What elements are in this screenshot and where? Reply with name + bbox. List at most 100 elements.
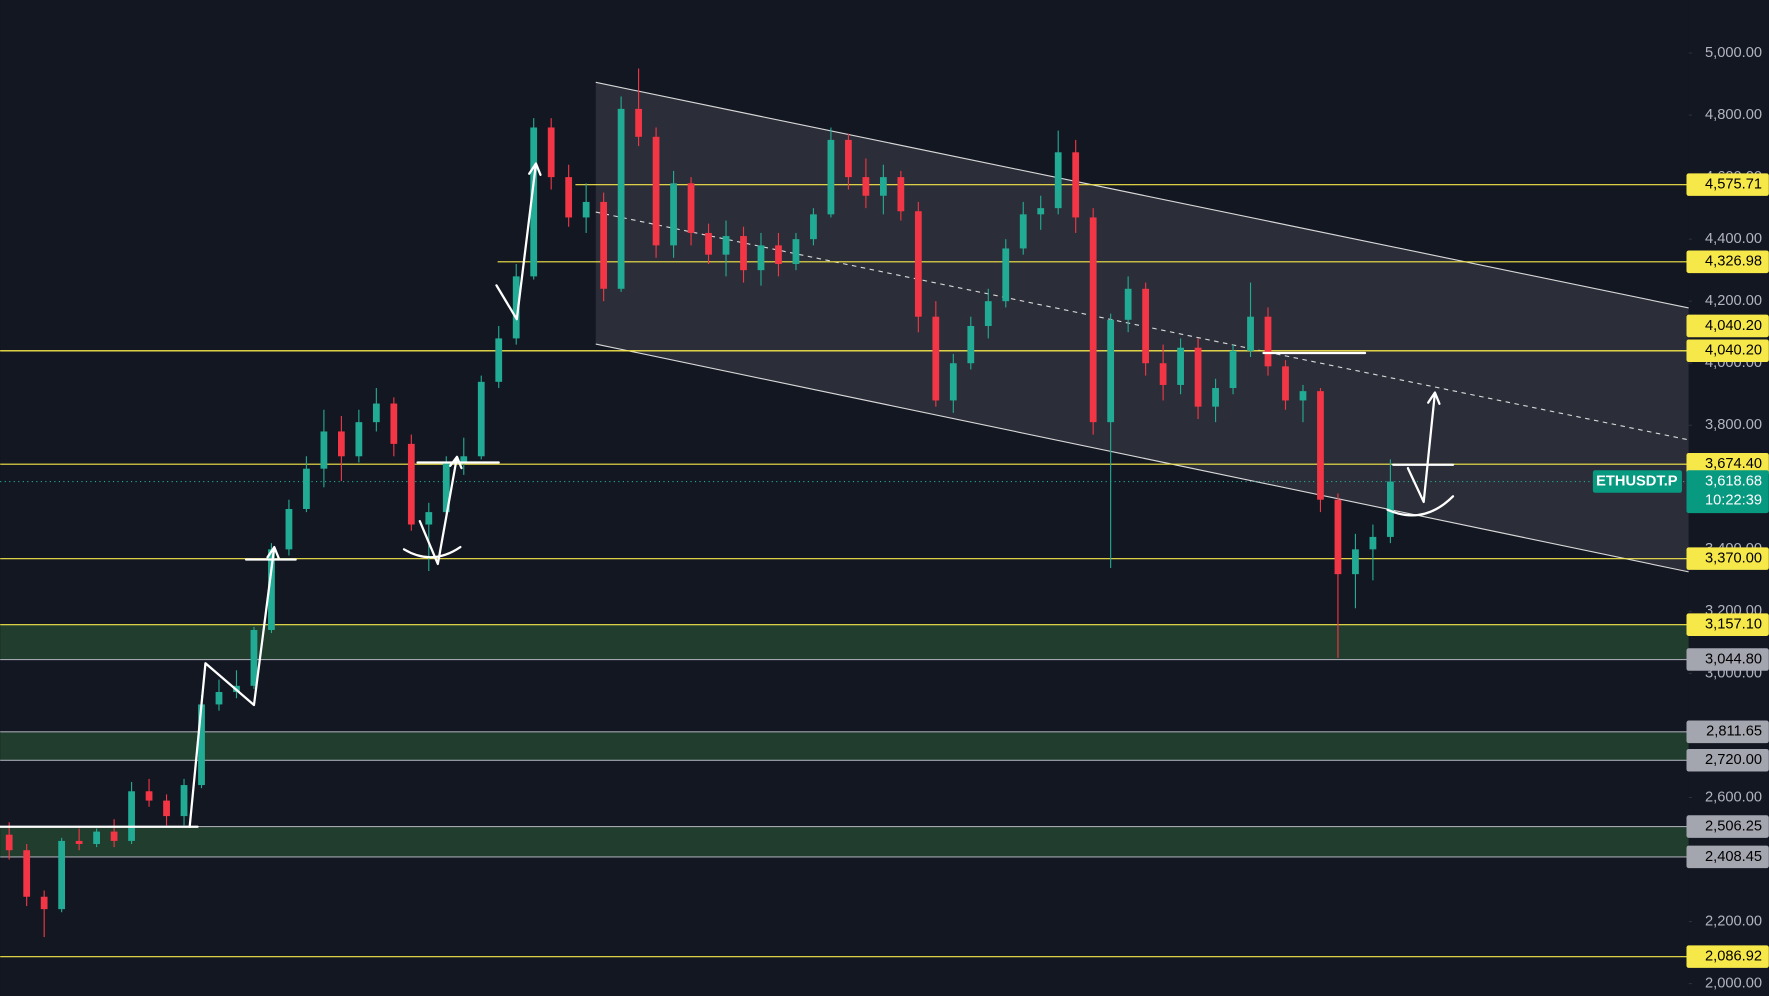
- candle-body: [512, 276, 520, 339]
- candle-body: [635, 108, 642, 137]
- candle-body: [775, 245, 782, 264]
- level-label-box: [1686, 613, 1769, 636]
- level-label: 4,326.98: [1705, 254, 1762, 270]
- candle-body: [320, 431, 328, 469]
- candle-body: [303, 468, 310, 510]
- level-label-box: [1686, 815, 1769, 838]
- zone: [0, 826, 1689, 857]
- level-label: 3,674.40: [1705, 456, 1762, 472]
- candle-body: [740, 236, 747, 271]
- candle-body: [1247, 316, 1254, 351]
- level-label-box: [1686, 648, 1769, 671]
- candle-body: [1387, 481, 1394, 537]
- candle-body: [425, 512, 433, 525]
- y-tick-label: 4,800.00: [1705, 107, 1762, 123]
- pen-zigzag: [1406, 391, 1441, 504]
- candle-body: [495, 338, 503, 382]
- level-label-box: [1686, 452, 1769, 476]
- level-label: 3,044.80: [1705, 651, 1762, 667]
- candle-body: [355, 422, 363, 457]
- candle-body: [582, 201, 590, 218]
- candle-body: [1054, 152, 1062, 209]
- candle-body: [442, 462, 450, 513]
- level-label: 4,040.20: [1705, 318, 1762, 334]
- level-label: 2,811.65: [1706, 724, 1762, 740]
- level-label-box: [1686, 250, 1769, 274]
- candle-body: [128, 791, 135, 841]
- candle-body: [1107, 319, 1115, 423]
- candle-body: [1124, 288, 1132, 320]
- candle-body: [914, 211, 922, 317]
- candle-body: [1229, 350, 1237, 389]
- annotations: [0, 162, 1455, 828]
- level-label: 2,506.25: [1705, 818, 1762, 834]
- candle-body: [23, 850, 31, 897]
- candle-body: [163, 800, 170, 817]
- candle-body: [530, 127, 538, 277]
- pen-curve: [402, 545, 462, 559]
- candle-body: [198, 704, 205, 786]
- candle-body: [565, 177, 573, 218]
- candle-body: [810, 214, 817, 240]
- level-label-box: [1686, 547, 1769, 570]
- y-tick-label: 2,600.00: [1705, 789, 1762, 805]
- candle-body: [949, 363, 957, 401]
- candle-body: [967, 326, 975, 364]
- zone: [0, 731, 1689, 761]
- candle-body: [652, 136, 660, 246]
- candle-body: [1352, 549, 1359, 575]
- channel-fill: [595, 82, 1689, 572]
- current-price-label: 3,618.68: [1705, 473, 1762, 489]
- candle-body: [407, 443, 415, 525]
- candle-body: [617, 108, 625, 289]
- candle-body: [110, 831, 118, 841]
- candle-body: [897, 177, 905, 212]
- level-label-box: [1686, 173, 1769, 196]
- candle-body: [5, 834, 13, 851]
- candle-body: [862, 177, 870, 196]
- level-label-box: [1686, 339, 1769, 363]
- candle-body: [1369, 536, 1377, 550]
- pen-zigzag: [188, 545, 280, 828]
- candle-body: [1019, 214, 1027, 249]
- candle-body: [757, 245, 765, 271]
- candle-body: [477, 381, 485, 457]
- zone: [0, 624, 1689, 660]
- candle-body: [600, 201, 608, 289]
- countdown: 10:22:39: [1705, 493, 1762, 509]
- candle-body: [215, 692, 223, 705]
- candle-body: [460, 456, 468, 463]
- candle-body: [1142, 288, 1150, 364]
- candle-body: [58, 840, 66, 910]
- level-label-box: [1686, 720, 1769, 744]
- candle-body: [40, 896, 48, 910]
- candle-body: [1212, 388, 1219, 407]
- candle-body: [1299, 391, 1307, 401]
- candle-body: [1282, 366, 1289, 401]
- level-label-box: [1686, 945, 1769, 968]
- level-label: 4,575.71: [1705, 177, 1762, 193]
- level-label: 3,370.00: [1705, 551, 1762, 567]
- level-label: 4,040.20: [1705, 343, 1762, 359]
- candle-body: [670, 183, 677, 246]
- current-price-box: [1686, 470, 1769, 514]
- channel-lower: [595, 343, 1689, 573]
- candle-body: [1264, 316, 1272, 367]
- candle-body: [705, 232, 712, 255]
- candle-body: [1072, 152, 1080, 218]
- level-label-box: [1686, 748, 1769, 772]
- candle-body: [390, 403, 398, 444]
- candle-body: [1194, 347, 1202, 407]
- candle-body: [1159, 363, 1167, 385]
- candle-body: [1037, 208, 1045, 215]
- symbol-box: [1592, 470, 1682, 493]
- candle-body: [984, 301, 992, 327]
- level-label: 2,086.92: [1705, 949, 1762, 965]
- candle-body: [1334, 499, 1342, 575]
- candle-body: [337, 431, 345, 457]
- candle-body: [722, 236, 730, 255]
- candle-body: [1089, 217, 1097, 423]
- level-label-box: [1686, 845, 1769, 869]
